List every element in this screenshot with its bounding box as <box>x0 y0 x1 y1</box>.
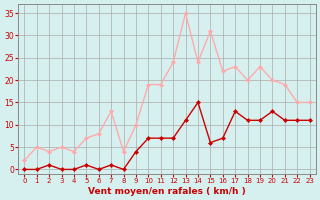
X-axis label: Vent moyen/en rafales ( km/h ): Vent moyen/en rafales ( km/h ) <box>88 187 246 196</box>
